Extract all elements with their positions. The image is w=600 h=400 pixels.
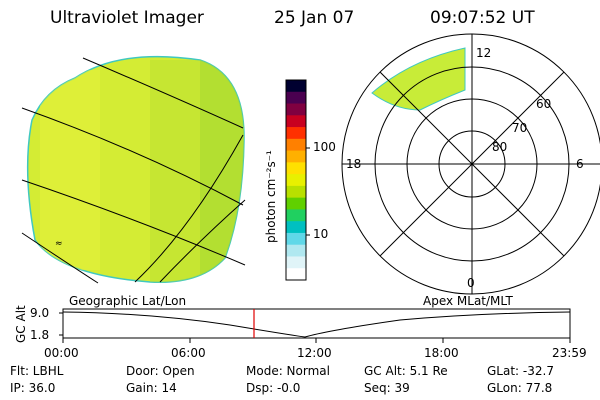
colorbar-band bbox=[286, 80, 306, 93]
colorbar-band bbox=[286, 103, 306, 116]
colorbar-band bbox=[286, 91, 306, 105]
date-label: 25 Jan 07 bbox=[274, 8, 355, 28]
colorbar-band bbox=[286, 115, 306, 128]
lat-label-60: 60 bbox=[536, 97, 552, 111]
colorbar-band bbox=[286, 127, 306, 140]
uv-image-disk bbox=[26, 55, 245, 284]
colorbar-tick-10: 10 bbox=[313, 227, 329, 241]
app-title: Ultraviolet Imager bbox=[50, 8, 204, 28]
timeline-plot bbox=[59, 308, 571, 343]
colorbar-unit-label: photon cm⁻²s⁻¹ bbox=[264, 150, 278, 243]
colorbar-band bbox=[286, 185, 306, 199]
mlt-label-6: 6 bbox=[576, 157, 584, 171]
apex-label: Apex MLat/MLT bbox=[423, 294, 513, 308]
colorbar-band bbox=[286, 138, 306, 152]
timeline-xtick: 18:00 bbox=[424, 346, 459, 360]
colorbar bbox=[285, 79, 310, 281]
colorbar-band bbox=[286, 221, 306, 234]
gain-info: Gain: 14 bbox=[126, 381, 177, 395]
time-label: 09:07:52 UT bbox=[430, 8, 535, 28]
glat-info: GLat: -32.7 bbox=[487, 364, 554, 378]
mode-info: Mode: Normal bbox=[246, 364, 330, 378]
timeline-ytick-1-8: 1.8 bbox=[30, 328, 50, 342]
colorbar-band bbox=[286, 197, 306, 210]
seq-info: Seq: 39 bbox=[364, 381, 410, 395]
geographic-label: Geographic Lat/Lon bbox=[69, 294, 187, 308]
timeline-xtick: 23:59 bbox=[552, 346, 587, 360]
colorbar-band bbox=[286, 256, 306, 269]
colorbar-band bbox=[286, 268, 306, 281]
timeline-xtick: 12:00 bbox=[297, 346, 332, 360]
colorbar-band bbox=[286, 174, 306, 187]
mlt-label-0: 0 bbox=[467, 276, 475, 290]
colorbar-band bbox=[286, 162, 306, 175]
lat-label-80: 80 bbox=[492, 140, 508, 154]
door-info: Door: Open bbox=[126, 364, 195, 378]
timeline-xtick: 06:00 bbox=[171, 346, 206, 360]
timeline-ylabel: GC Alt bbox=[14, 305, 28, 343]
colorbar-band bbox=[286, 232, 306, 246]
colorbar-tick-100: 100 bbox=[313, 140, 336, 154]
polar-plot bbox=[341, 33, 600, 295]
timeline-ytick-9: 9.0 bbox=[30, 306, 50, 320]
geographic-grid bbox=[21, 57, 246, 284]
colorbar-band bbox=[286, 150, 306, 163]
colorbar-band bbox=[286, 209, 306, 222]
ip-info: IP: 36.0 bbox=[10, 381, 56, 395]
glon-info: GLon: 77.8 bbox=[487, 381, 553, 395]
mlt-label-12: 12 bbox=[476, 46, 492, 60]
filter-info: Flt: LBHL bbox=[10, 364, 64, 378]
lat-label-70: 70 bbox=[512, 121, 528, 135]
station-marker: ≈ bbox=[55, 239, 63, 249]
gc-alt-info: GC Alt: 5.1 Re bbox=[364, 364, 448, 378]
timeline-xtick: 00:00 bbox=[44, 346, 79, 360]
dsp-info: Dsp: -0.0 bbox=[246, 381, 301, 395]
mlt-label-18: 18 bbox=[346, 157, 362, 171]
colorbar-band bbox=[286, 244, 306, 257]
